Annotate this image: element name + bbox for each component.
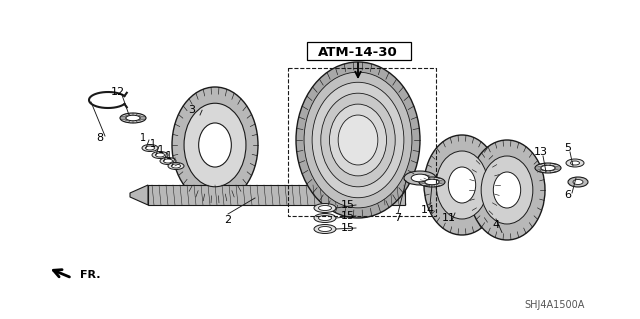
Ellipse shape — [198, 123, 231, 167]
Ellipse shape — [314, 213, 336, 222]
Ellipse shape — [184, 103, 246, 187]
Text: 6: 6 — [564, 190, 572, 200]
Ellipse shape — [338, 115, 378, 165]
Ellipse shape — [319, 205, 332, 211]
Text: 1: 1 — [140, 133, 146, 143]
Ellipse shape — [541, 165, 555, 171]
Ellipse shape — [321, 93, 396, 187]
Ellipse shape — [469, 140, 545, 240]
Ellipse shape — [330, 104, 387, 176]
Text: FR.: FR. — [80, 270, 100, 280]
Ellipse shape — [419, 177, 445, 187]
Ellipse shape — [319, 226, 332, 232]
Ellipse shape — [424, 135, 500, 235]
Ellipse shape — [314, 204, 336, 212]
Text: 2: 2 — [225, 215, 232, 225]
Text: 1: 1 — [166, 151, 172, 161]
Text: 15: 15 — [341, 223, 355, 233]
Ellipse shape — [319, 216, 332, 220]
Text: ATM-14-30: ATM-14-30 — [318, 46, 398, 58]
Text: 15: 15 — [341, 200, 355, 210]
Ellipse shape — [448, 167, 476, 203]
Text: 12: 12 — [111, 87, 125, 97]
Text: 1: 1 — [158, 145, 164, 155]
Ellipse shape — [314, 225, 336, 234]
Ellipse shape — [573, 180, 583, 184]
Text: 14: 14 — [421, 205, 435, 215]
Ellipse shape — [156, 153, 164, 157]
Text: 7: 7 — [394, 213, 401, 223]
Text: 11: 11 — [442, 213, 456, 223]
Ellipse shape — [481, 156, 533, 224]
Ellipse shape — [168, 162, 184, 169]
Ellipse shape — [404, 171, 436, 185]
Ellipse shape — [570, 161, 579, 165]
Text: 5: 5 — [564, 143, 572, 153]
Bar — [288, 68, 436, 216]
Text: 8: 8 — [97, 133, 104, 143]
Text: 13: 13 — [534, 147, 548, 157]
Polygon shape — [130, 185, 148, 205]
Ellipse shape — [160, 158, 176, 165]
Text: SHJ4A1500A: SHJ4A1500A — [525, 300, 585, 310]
Ellipse shape — [566, 159, 584, 167]
Ellipse shape — [172, 164, 180, 168]
Ellipse shape — [412, 174, 429, 182]
Text: 15: 15 — [341, 211, 355, 221]
Text: 1: 1 — [150, 139, 156, 149]
Ellipse shape — [296, 62, 420, 218]
Bar — [148, 185, 405, 205]
Ellipse shape — [493, 172, 521, 208]
Text: 3: 3 — [189, 105, 195, 115]
Ellipse shape — [126, 115, 140, 121]
Ellipse shape — [152, 152, 168, 159]
Ellipse shape — [145, 146, 154, 150]
Ellipse shape — [304, 72, 412, 208]
Ellipse shape — [163, 159, 173, 163]
Ellipse shape — [425, 179, 439, 185]
FancyBboxPatch shape — [307, 42, 411, 60]
Ellipse shape — [535, 163, 561, 173]
Ellipse shape — [172, 87, 258, 203]
Ellipse shape — [568, 177, 588, 187]
Ellipse shape — [312, 82, 404, 198]
Ellipse shape — [120, 113, 146, 123]
Text: 4: 4 — [492, 220, 500, 230]
Ellipse shape — [436, 151, 488, 219]
Ellipse shape — [142, 145, 158, 152]
